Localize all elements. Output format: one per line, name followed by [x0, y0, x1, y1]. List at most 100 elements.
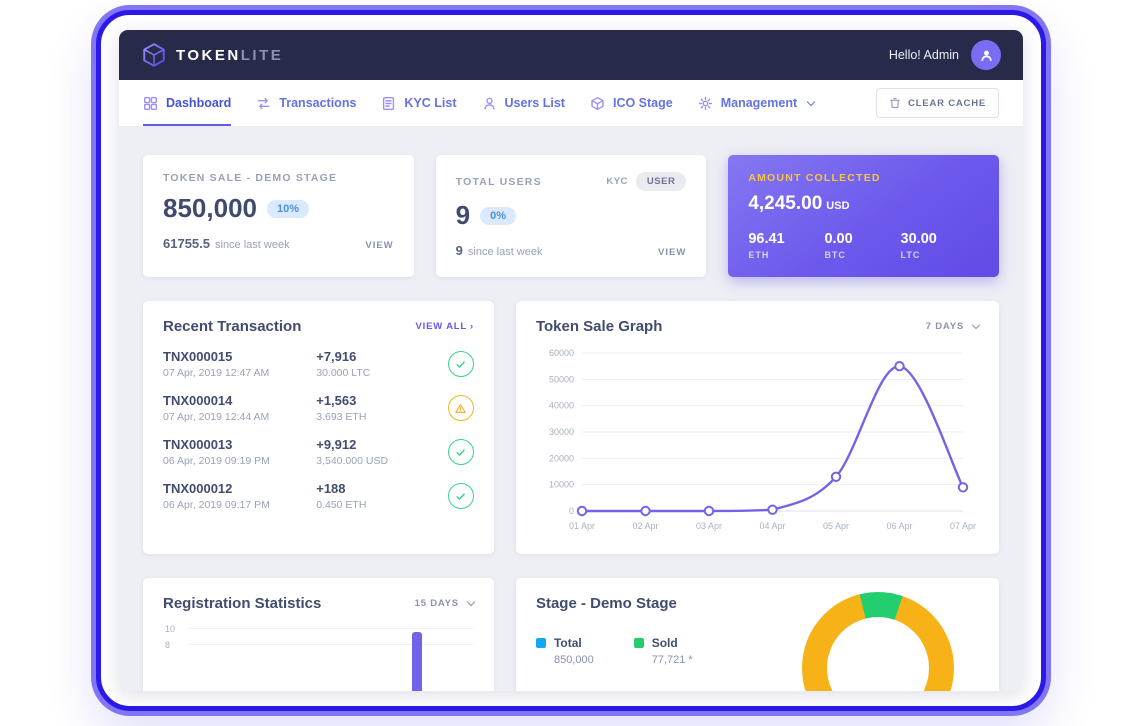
svg-text:05 Apr: 05 Apr	[823, 521, 849, 531]
legend-value: 850,000	[553, 654, 594, 666]
tab-management[interactable]: Management	[698, 80, 816, 126]
recent-transactions-card: Recent Transaction VIEW ALL › TNX000015 07…	[143, 301, 494, 554]
greeting-text: Hello! Admin	[888, 48, 959, 62]
legend-label: Sold	[651, 636, 678, 650]
tab-transactions[interactable]: Transactions	[256, 80, 356, 126]
tx-amount: +9,912	[316, 437, 357, 452]
brand-logo[interactable]: TOKENLITE	[141, 42, 283, 68]
view-all-label: VIEW ALL	[415, 321, 467, 332]
range-select-15-days[interactable]: 15 DAYS	[414, 597, 476, 609]
delta-value: 61755.5	[163, 236, 210, 251]
btc-column: 0.00 BTC	[824, 231, 900, 260]
amount-currency: USD	[826, 200, 850, 212]
svg-text:20000: 20000	[549, 453, 574, 463]
chevron-down-icon	[971, 320, 981, 330]
gridline	[187, 628, 474, 629]
table-row[interactable]: TNX000015 07 Apr, 2019 12:47 AM +7,916 30.…	[163, 335, 474, 379]
swap-icon	[257, 97, 270, 109]
range-select-7-days[interactable]: 7 DAYS	[926, 320, 981, 332]
tx-date: 07 Apr, 2019 12:47 AM	[163, 367, 270, 379]
chevron-right-icon: ›	[469, 321, 474, 332]
brand-primary: TOKEN	[176, 46, 241, 64]
user-avatar[interactable]	[971, 40, 1001, 70]
brand-secondary: LITE	[240, 46, 284, 64]
total-users-value: 9	[455, 200, 471, 230]
success-status-icon	[447, 351, 474, 377]
svg-text:60000: 60000	[549, 348, 574, 358]
card-title: TOTAL USERS	[455, 175, 542, 188]
tab-dashboard[interactable]: Dashboard	[143, 80, 232, 126]
svg-text:50000: 50000	[549, 374, 574, 384]
nav-label: Management	[720, 96, 798, 110]
registration-statistics-card: Registration Statistics 15 DAYS 10 8	[143, 578, 494, 691]
tx-date: 06 Apr, 2019 09:17 PM	[163, 499, 270, 511]
total-users-card: TOTAL USERS KYC USER 9 0% 9 since last w…	[435, 155, 707, 277]
tx-id: TNX000013	[163, 437, 233, 452]
tx-currency: 30.000 LTC	[316, 367, 371, 379]
trash-icon	[890, 98, 900, 108]
tx-currency: 0.450 ETH	[316, 499, 367, 511]
middle-row: Recent Transaction VIEW ALL › TNX000015 07…	[143, 301, 999, 554]
users-icon	[483, 97, 495, 109]
legend-value: 77,721 *	[651, 654, 693, 666]
nav-label: KYC List	[404, 96, 457, 110]
bottom-row: Registration Statistics 15 DAYS 10 8 Sta…	[143, 578, 999, 691]
legend-color-sold	[633, 638, 644, 648]
view-link[interactable]: VIEW	[658, 247, 687, 258]
card-title: Token Sale Graph	[535, 318, 663, 335]
eth-column: 96.41 ETH	[748, 231, 824, 260]
tab-kyc-list[interactable]: KYC List	[381, 80, 457, 126]
legend-item-total: Total 850,000	[535, 636, 594, 666]
token-sale-badge: 10%	[266, 199, 310, 218]
svg-text:06 Apr: 06 Apr	[886, 521, 912, 531]
eth-label: ETH	[748, 250, 770, 260]
svg-text:10000: 10000	[549, 480, 574, 490]
view-all-link[interactable]: VIEW ALL ›	[416, 321, 474, 332]
tx-id: TNX000012	[163, 481, 233, 496]
donut-hole	[827, 617, 929, 691]
tab-ico-stage[interactable]: ICO Stage	[590, 80, 673, 126]
main-content: TOKEN SALE - DEMO STAGE 850,000 10% 6175…	[119, 127, 1023, 691]
card-title: Registration Statistics	[163, 595, 322, 612]
table-row[interactable]: TNX000012 06 Apr, 2019 09:17 PM +188 0.450…	[163, 467, 474, 511]
nav-label: Dashboard	[166, 96, 232, 110]
card-title: Stage - Demo Stage	[535, 595, 677, 612]
legend-item-sold: Sold 77,721 *	[633, 636, 693, 666]
ltc-amount: 30.00	[900, 231, 937, 247]
svg-text:07 Apr: 07 Apr	[950, 521, 976, 531]
clear-cache-button[interactable]: CLEAR CACHE	[876, 88, 999, 118]
view-link[interactable]: VIEW	[365, 240, 394, 251]
stats-row: TOKEN SALE - DEMO STAGE 850,000 10% 6175…	[143, 155, 999, 277]
table-row[interactable]: TNX000013 06 Apr, 2019 09:19 PM +9,912 3,5…	[163, 423, 474, 467]
grid-icon	[143, 96, 158, 110]
kyc-toggle[interactable]: KYC	[606, 176, 628, 187]
amount-number: 4,245.00	[748, 193, 823, 214]
ltc-label: LTC	[900, 250, 921, 260]
btc-label: BTC	[824, 250, 846, 260]
list-icon	[383, 96, 395, 110]
token-sale-card: TOKEN SALE - DEMO STAGE 850,000 10% 6175…	[143, 155, 414, 277]
svg-text:40000: 40000	[549, 401, 574, 411]
token-sale-graph-card: Token Sale Graph 7 DAYS 0 10000 20000 30000…	[515, 301, 999, 554]
chevron-down-icon	[806, 97, 816, 106]
cube-icon	[591, 96, 604, 110]
tx-amount: +188	[316, 481, 346, 496]
svg-text:30000: 30000	[549, 427, 574, 437]
table-row[interactable]: TNX000014 07 Apr, 2019 12:44 AM +1,563 3.6…	[163, 379, 474, 423]
user-toggle[interactable]: USER	[635, 172, 687, 191]
tx-id: TNX000014	[163, 393, 233, 408]
delta-text: since last week	[467, 246, 543, 258]
legend-label: Total	[553, 636, 582, 650]
users-toggle: KYC USER	[606, 172, 687, 191]
card-title: AMOUNT COLLECTED	[748, 172, 881, 184]
tx-amount: +7,916	[316, 349, 357, 364]
range-label: 15 DAYS	[414, 598, 459, 609]
topbar-right: Hello! Admin	[889, 40, 1001, 70]
delta-value: 9	[455, 243, 463, 258]
tab-users-list[interactable]: Users List	[482, 80, 565, 126]
device-frame: TOKENLITE Hello! Admin Dashboard	[96, 10, 1046, 711]
dashboard-app: TOKENLITE Hello! Admin Dashboard	[119, 30, 1023, 691]
y-tick-label: 10	[165, 624, 176, 634]
nav-label: ICO Stage	[612, 96, 673, 110]
stage-demo-card: Stage - Demo Stage Total 850,000 Sold 77…	[515, 578, 999, 691]
